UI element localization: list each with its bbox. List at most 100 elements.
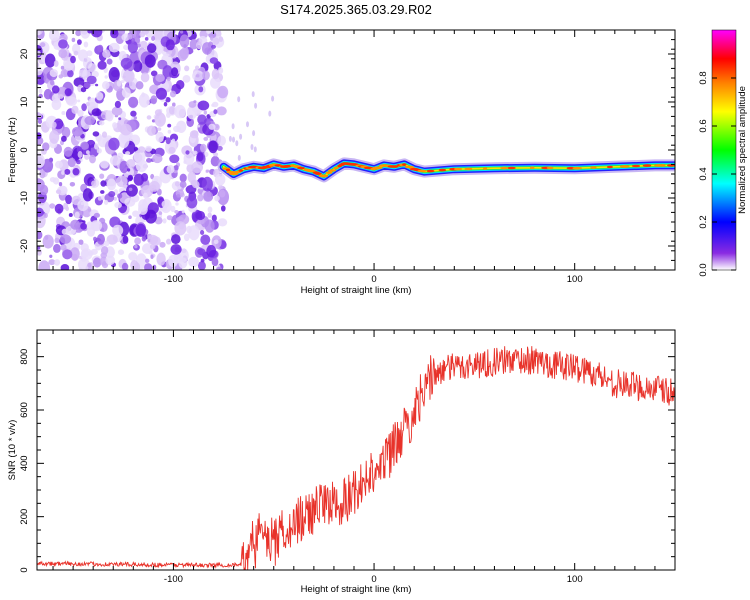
ridge-hotspot	[454, 167, 462, 171]
y-tick-label: 400	[19, 455, 30, 471]
noise-blob	[139, 31, 146, 38]
noise-blob	[58, 39, 68, 49]
ridge-hotspot	[229, 172, 239, 176]
colorbar-ticks: 0.0 0.2 0.4 0.6 0.8	[698, 71, 736, 277]
noise-blob	[170, 244, 182, 255]
spectrogram-y-label: Frequency (Hz)	[7, 117, 18, 182]
noise-blob	[146, 115, 152, 120]
noise-blob	[105, 110, 114, 122]
noise-blob	[215, 173, 226, 186]
ridge-hotspot	[464, 167, 473, 171]
noise-blob	[73, 50, 79, 56]
noise-blob	[100, 160, 109, 169]
noise-blob	[162, 65, 173, 80]
noise-blob	[180, 30, 184, 34]
noise-blob	[75, 30, 82, 37]
noise-blob	[201, 176, 213, 192]
noise-blob	[207, 206, 213, 213]
noise-blob	[63, 146, 73, 157]
noise-blob	[67, 69, 74, 78]
y-tick-label: -10	[19, 191, 30, 205]
noise-blob	[158, 211, 163, 216]
noise-blob	[212, 101, 219, 108]
ridge-hotspot	[572, 166, 582, 170]
noise-blob	[189, 49, 194, 54]
noise-speck	[254, 102, 258, 109]
noise-blob	[213, 109, 218, 115]
noise-blob	[155, 87, 167, 100]
noise-blob	[133, 262, 141, 270]
noise-blob	[90, 30, 103, 38]
noise-blob	[103, 199, 109, 205]
noise-blob	[176, 80, 185, 90]
spectrogram-x-label: Height of straight line (km)	[301, 285, 412, 296]
noise-blob	[53, 60, 59, 67]
noise-blob	[218, 184, 224, 191]
noise-blob	[60, 264, 70, 270]
noise-blob	[95, 83, 99, 87]
noise-blob	[185, 150, 190, 155]
noise-blob	[165, 97, 171, 103]
noise-blob	[61, 111, 66, 115]
noise-blob	[168, 106, 176, 115]
noise-blob	[167, 123, 172, 128]
noise-blob	[146, 125, 156, 136]
noise-blob	[75, 164, 79, 169]
noise-blob	[173, 165, 179, 171]
noise-blob	[122, 235, 129, 244]
noise-blob	[197, 114, 207, 125]
ridge-hotspot	[659, 164, 666, 167]
noise-blob	[126, 159, 136, 168]
noise-blob	[197, 100, 210, 111]
noise-blob	[54, 203, 64, 214]
noise-blob	[80, 141, 89, 150]
noise-speck	[250, 144, 254, 150]
noise-blob	[195, 74, 200, 78]
noise-blob	[120, 123, 132, 136]
noise-blob	[138, 93, 150, 108]
noise-blob	[37, 51, 41, 56]
noise-blob	[212, 37, 220, 45]
ridge-hotspot	[372, 166, 383, 170]
noise-blob	[205, 169, 210, 173]
noise-blob	[73, 77, 85, 87]
colorbar-tick-label: 0.0	[698, 263, 709, 276]
noise-blob	[113, 196, 117, 201]
noise-blob	[54, 259, 61, 266]
noise-blob	[163, 101, 168, 107]
noise-blob	[176, 194, 181, 198]
noise-blob	[215, 266, 223, 270]
noise-blob	[120, 80, 125, 83]
noise-blob	[70, 55, 76, 64]
y-tick-label: 20	[19, 49, 30, 60]
noise-blob	[200, 230, 205, 235]
x-tick-label: 100	[567, 274, 583, 285]
noise-blob	[87, 30, 93, 34]
noise-speck	[232, 136, 235, 143]
noise-blob	[146, 158, 152, 163]
noise-blob	[200, 258, 205, 263]
noise-blob	[198, 86, 204, 93]
noise-blob	[150, 254, 154, 259]
noise-blob	[203, 136, 209, 141]
noise-speck	[253, 146, 257, 153]
noise-blob	[130, 110, 137, 117]
noise-blob	[211, 257, 219, 267]
snr-panel: -100 0 100 0 200 400 600 800 Height of straigh…	[7, 329, 676, 595]
noise-blob	[49, 130, 60, 144]
noise-blob	[55, 189, 62, 194]
noise-blob	[179, 181, 187, 188]
noise-blob	[69, 182, 76, 187]
x-tick-label: 100	[567, 574, 583, 585]
noise-blob	[155, 131, 164, 143]
noise-blob	[217, 135, 227, 146]
noise-blob	[137, 43, 141, 48]
noise-blob	[71, 105, 79, 115]
noise-blob	[196, 41, 202, 50]
snr-series-line	[37, 346, 675, 570]
noise-blob	[37, 30, 41, 36]
noise-blob	[147, 43, 157, 54]
y-tick-label: 0	[19, 147, 30, 152]
ridge-hotspot	[500, 166, 508, 170]
noise-blob	[37, 62, 40, 68]
